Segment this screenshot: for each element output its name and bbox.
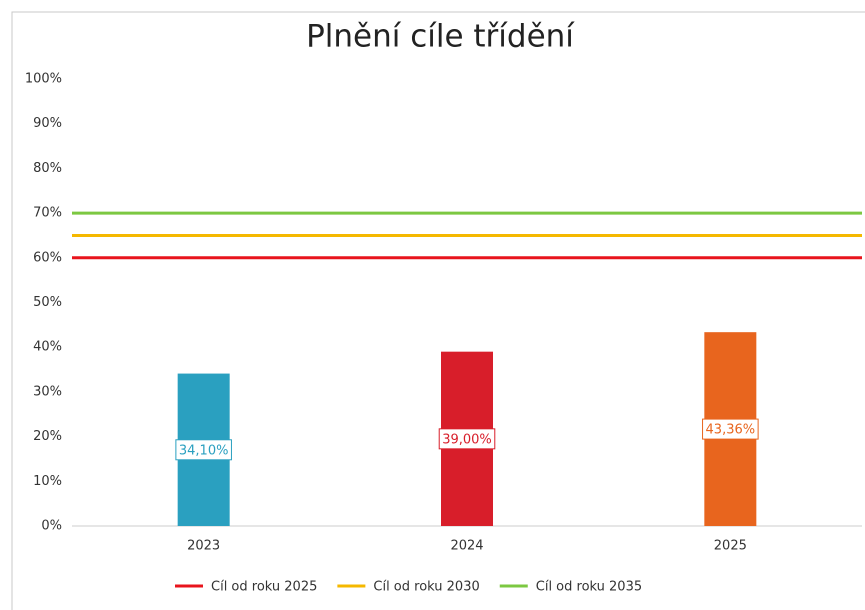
chart-frame [11,11,865,610]
y-tick-label: 100% [25,72,62,87]
value-label: 39,00% [442,432,492,447]
value-label-box [175,439,232,461]
y-tick-label: 90% [33,116,62,131]
y-tick-label: 70% [33,206,62,221]
value-label-box [438,428,496,450]
value-label: 43,36% [706,423,756,438]
x-tick-label: 2024 [450,539,483,554]
y-tick-label: 50% [33,295,62,310]
chart-title: Plnění cíle třídění [306,19,575,55]
y-tick-label: 0% [41,519,62,534]
value-label-box [702,418,759,440]
y-tick-label: 80% [33,161,62,176]
y-tick-label: 40% [33,340,62,355]
value-label: 34,10% [179,443,229,458]
legend-label: Cíl od roku 2030 [373,580,479,595]
y-tick-label: 60% [33,250,62,265]
legend-label: Cíl od roku 2025 [211,580,317,595]
x-tick-label: 2025 [714,539,747,554]
legend-label: Cíl od roku 2035 [536,580,642,595]
y-tick-label: 20% [33,429,62,444]
y-tick-label: 30% [33,384,62,399]
y-tick-label: 10% [33,474,62,489]
x-tick-label: 2023 [187,539,220,554]
